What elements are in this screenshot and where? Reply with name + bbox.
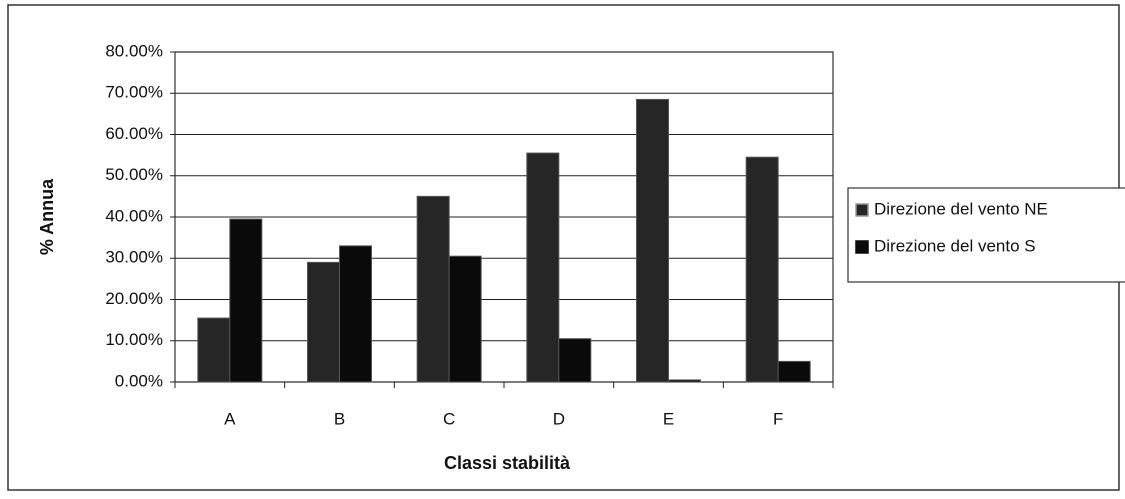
y-tick-label: 50.00% <box>105 165 163 184</box>
legend-swatch <box>855 203 869 217</box>
y-tick-label: 60.00% <box>105 124 163 143</box>
x-axis-label: Classi stabilità <box>444 453 571 473</box>
bar <box>526 152 560 383</box>
bar <box>416 195 450 383</box>
bar <box>777 360 811 383</box>
bar <box>307 261 340 383</box>
legend-label: Direzione del vento S <box>874 236 1036 255</box>
x-tick-label: B <box>334 409 345 428</box>
legend-swatch <box>855 240 869 254</box>
bar <box>229 218 263 383</box>
bar <box>668 379 701 383</box>
x-tick-label: C <box>443 409 455 428</box>
y-tick-label: 40.00% <box>105 206 163 225</box>
y-tick-label: 70.00% <box>105 83 163 102</box>
bar <box>745 156 779 383</box>
bar <box>197 317 231 383</box>
x-tick-label: E <box>663 409 674 428</box>
y-tick-label: 0.00% <box>115 371 163 390</box>
y-tick-label: 80.00% <box>105 41 163 60</box>
y-tick-label: 20.00% <box>105 289 163 308</box>
bar <box>558 338 592 383</box>
y-tick-label: 10.00% <box>105 330 163 349</box>
y-axis-label: % Annua <box>37 178 57 255</box>
x-tick-label: D <box>553 409 565 428</box>
x-tick-label: F <box>773 409 783 428</box>
y-tick-label: 30.00% <box>105 248 163 267</box>
legend-label: Direzione del vento NE <box>874 199 1048 218</box>
bar <box>339 245 372 383</box>
legend-box <box>847 187 1125 283</box>
x-tick-label: A <box>224 409 236 428</box>
bar <box>448 255 482 383</box>
bar <box>636 98 669 383</box>
